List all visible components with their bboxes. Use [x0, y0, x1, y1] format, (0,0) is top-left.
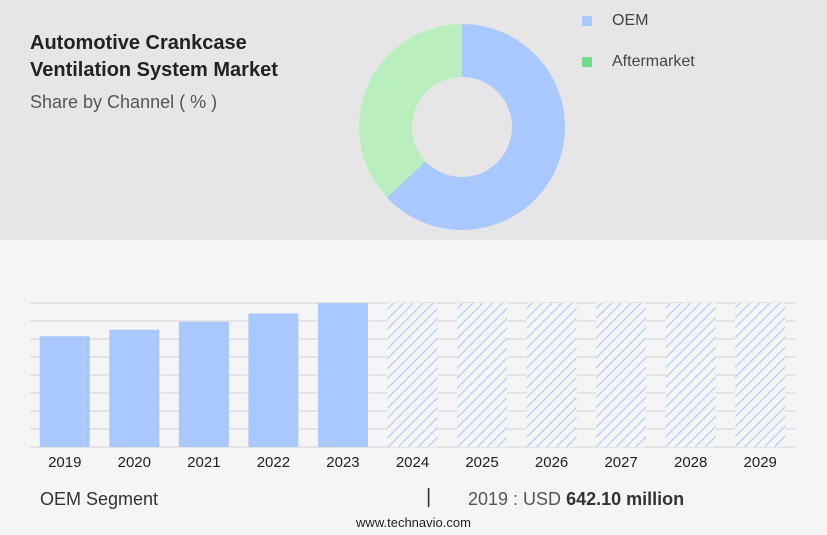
chart-subtitle: Share by Channel ( % ) — [30, 92, 218, 112]
segment-value: 2019 : USD 642.10 million — [468, 489, 684, 510]
legend-item-aftermarket[interactable]: Aftermarket — [582, 51, 695, 73]
legend-label-oem: OEM — [612, 12, 649, 29]
forecast-bar-2027[interactable] — [596, 303, 647, 447]
forecast-bar-2029[interactable] — [735, 303, 786, 447]
x-tick-label: 2021 — [187, 454, 220, 471]
chart-title: Automotive Crankcase Ventilation System … — [30, 32, 278, 81]
x-tick-label: 2022 — [257, 454, 290, 471]
x-tick-label: 2024 — [396, 454, 429, 471]
x-tick-label: 2026 — [535, 454, 568, 471]
x-tick-label: 2028 — [674, 454, 707, 471]
donut-chart — [359, 24, 565, 230]
forecast-bar-2024[interactable] — [387, 303, 438, 447]
segment-value-amount: 642.10 million — [566, 489, 685, 509]
x-tick-label: 2023 — [326, 454, 359, 471]
bar-2021[interactable] — [178, 321, 229, 447]
x-tick-label: 2025 — [465, 454, 498, 471]
donut-slice-oem[interactable] — [386, 24, 565, 230]
segment-label: OEM Segment — [40, 489, 159, 509]
forecast-bar-2026[interactable] — [526, 303, 577, 447]
segment-value-prefix: 2019 : USD — [468, 489, 562, 509]
bar-2019[interactable] — [39, 336, 90, 447]
source-url[interactable]: www.technavio.com — [356, 515, 471, 530]
legend: OEM Aftermarket — [582, 10, 695, 92]
forecast-bar-2025[interactable] — [457, 303, 508, 447]
x-tick-label: 2019 — [48, 454, 81, 471]
x-tick-label: 2027 — [604, 454, 637, 471]
bar-2020[interactable] — [109, 329, 160, 447]
footer-separator: | — [426, 486, 432, 508]
donut-slice-aftermarket[interactable] — [359, 24, 462, 198]
legend-swatch-aftermarket — [582, 57, 592, 67]
x-tick-label: 2020 — [118, 454, 151, 471]
bar-2022[interactable] — [248, 313, 299, 447]
legend-item-oem[interactable]: OEM — [582, 10, 695, 32]
legend-label-aftermarket: Aftermarket — [612, 53, 695, 70]
forecast-bar-2028[interactable] — [665, 303, 716, 447]
x-tick-label: 2029 — [744, 454, 777, 471]
bar-chart: 2019 2020 2021 2022 2023 2024 2025 2026 2027 2028… — [30, 302, 795, 471]
bar-2023[interactable] — [317, 303, 368, 447]
legend-swatch-oem — [582, 16, 592, 26]
